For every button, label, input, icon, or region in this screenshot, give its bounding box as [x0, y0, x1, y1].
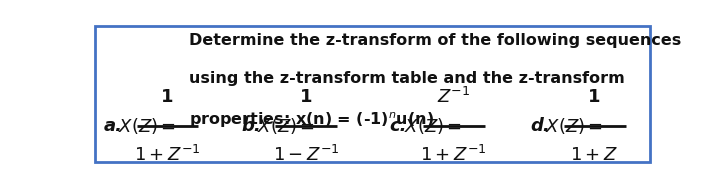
FancyBboxPatch shape — [95, 26, 650, 162]
Text: $Z^{-1}$: $Z^{-1}$ — [437, 87, 470, 107]
Text: $X(Z) =$: $X(Z) =$ — [257, 116, 315, 136]
Text: a.: a. — [103, 117, 122, 135]
Text: $X(Z) =$: $X(Z) =$ — [118, 116, 176, 136]
Text: $1+Z^{-1}$: $1+Z^{-1}$ — [134, 145, 201, 165]
Text: $1+Z^{-1}$: $1+Z^{-1}$ — [420, 145, 487, 165]
Text: $1+Z$: $1+Z$ — [571, 146, 619, 164]
Text: 1: 1 — [588, 88, 601, 106]
Text: using the z-transform table and the z-transform: using the z-transform table and the z-tr… — [190, 71, 625, 86]
Text: properties: x(n) = (-1)$^n$u(n): properties: x(n) = (-1)$^n$u(n) — [190, 110, 435, 130]
Text: $1-Z^{-1}$: $1-Z^{-1}$ — [273, 145, 340, 165]
Text: 1: 1 — [300, 88, 313, 106]
Text: $X(Z) =$: $X(Z) =$ — [545, 116, 603, 136]
Text: d.: d. — [531, 117, 550, 135]
Text: c.: c. — [390, 117, 407, 135]
Text: 1: 1 — [161, 88, 174, 106]
Text: Determine the z-transform of the following sequences: Determine the z-transform of the followi… — [190, 33, 682, 47]
Text: b.: b. — [242, 117, 262, 135]
Text: $X(Z) =$: $X(Z) =$ — [404, 116, 462, 136]
